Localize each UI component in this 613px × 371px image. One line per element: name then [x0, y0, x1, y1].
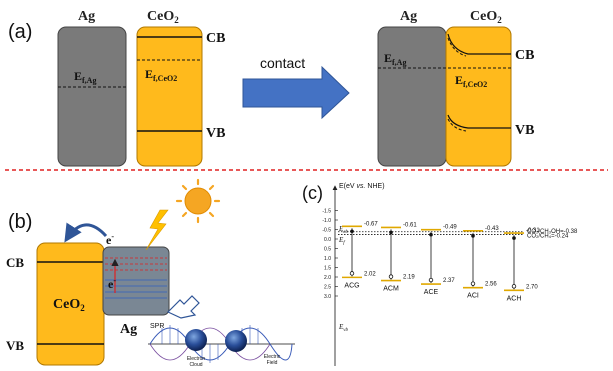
- ag-label: Ag: [78, 9, 95, 24]
- vb-value-label: 2.56: [485, 282, 497, 288]
- spr-label: SPR: [150, 323, 164, 330]
- hole-dot: [428, 277, 434, 283]
- y-tick-label: 2.0: [324, 275, 331, 281]
- lightning-icon: [145, 209, 169, 251]
- y-tick-label: 1.5: [324, 266, 331, 272]
- y-tick-label: 3.0: [324, 294, 331, 300]
- panel-a: (a) Ag Ef,Ag CeO2 Ef,CeO2 CB VB contact …: [8, 9, 534, 167]
- ag-fermi-label: Ef,Ag: [74, 69, 96, 85]
- axis-title: E(eV vs. NHE): [339, 183, 385, 190]
- hole-dot: [388, 274, 394, 279]
- cb-label-right: CB: [515, 48, 534, 63]
- electron-top: e-: [106, 232, 114, 247]
- panel-c: (c) E(eV vs. NHE) -1.5 -1.0 -0.5 0.0 0.5 1.0 1…: [302, 183, 578, 366]
- vb-label-left: VB: [206, 126, 225, 141]
- y-tick-label: -0.5: [322, 228, 331, 234]
- electron-dot: [471, 234, 475, 238]
- panel-b: (b) CB VB CeO2 Ag e- e-: [6, 178, 295, 368]
- y-tick-label: 0.5: [324, 247, 331, 253]
- ceo2-block: [136, 26, 203, 167]
- ef-label: Ef: [338, 236, 345, 246]
- hole-dot: [511, 284, 517, 289]
- y-tick-label: 2.5: [324, 285, 331, 291]
- nanoparticle-sphere: [225, 330, 247, 352]
- vb-label-b: VB: [6, 338, 24, 353]
- sample-name: ACG: [344, 282, 359, 289]
- sample-name: ACE: [424, 289, 439, 296]
- ceo2-cb-bent: [447, 33, 511, 55]
- panel-a-right-diagram: Ag CeO2 Ef,Ag Ef,CeO2 CB VB: [377, 9, 534, 167]
- redox-label: CO₂/CH₄=-0.24: [527, 233, 569, 239]
- vb-value-label: 2.70: [526, 284, 538, 290]
- cb-value-label: -0.43: [485, 226, 499, 232]
- ceo2-cb-bent-dash: [447, 37, 467, 57]
- cb-value-label: -0.67: [364, 221, 378, 227]
- vb-value-label: 2.19: [403, 275, 415, 281]
- electron-dot: [512, 236, 516, 240]
- ceo2-block-right: [445, 26, 512, 167]
- contact-label: contact: [260, 55, 305, 71]
- panel-a-label: (a): [8, 21, 32, 43]
- band-positions: -0.67 2.02 ACG -0.61 2.19 ACM -0.49 2.37 ACE -0.4…: [342, 221, 540, 302]
- y-axis-ticks: -1.5 -1.0 -0.5 0.0 0.5 1.0 1.5 2.0 2.5 3.0: [322, 209, 338, 300]
- sample-name: ACH: [507, 295, 522, 302]
- ag-label-right: Ag: [400, 9, 417, 24]
- ceo2-vb-bent-dash: [447, 118, 467, 132]
- electron-dot: [429, 232, 433, 237]
- ceo2-fermi-label-right: Ef,CeO2: [455, 73, 487, 89]
- hole-dot: [349, 271, 355, 276]
- electron-transfer-arrow: [64, 222, 108, 243]
- electron-dot: [350, 229, 354, 234]
- vb-value-label: 2.02: [364, 271, 376, 277]
- cb-value-label: -0.61: [403, 222, 417, 228]
- ag-fermi-label-right: Ef,Ag: [384, 51, 406, 67]
- y-tick-label: 1.0: [324, 256, 331, 262]
- ag-block: [57, 26, 127, 167]
- electron-dot: [389, 230, 393, 235]
- cb-value-label: -0.49: [443, 225, 457, 231]
- sample-name: ACI: [467, 293, 479, 300]
- panel-b-label: (b): [8, 211, 32, 233]
- panel-c-label: (c): [302, 183, 323, 203]
- cb-value-label: -0.31: [526, 228, 540, 234]
- ceo2-fermi-label: Ef,CeO2: [145, 67, 177, 83]
- electron-cloud-label: Electron Cloud: [187, 356, 206, 368]
- y-tick-label: 0.0: [324, 237, 331, 243]
- ecb-label: Ecb: [338, 225, 349, 235]
- spr-wave-diagram: Electron Cloud Electric Field: [148, 325, 295, 368]
- contact-arrow: contact: [242, 55, 350, 120]
- y-tick-label: -1.0: [322, 218, 331, 224]
- electric-field-label: Electric Field: [264, 354, 281, 366]
- ceo2-label-b: CeO2: [53, 297, 85, 313]
- electron-mid: e-: [108, 276, 116, 291]
- panel-a-left-diagram: Ag Ef,Ag CeO2 Ef,CeO2 CB VB: [57, 9, 225, 167]
- vb-label-right: VB: [515, 123, 534, 138]
- vb-value-label: 2.37: [443, 278, 455, 284]
- ag-block-right: [377, 26, 447, 167]
- spr-arrow-icon: [166, 295, 200, 319]
- cb-label-b: CB: [6, 255, 24, 270]
- ceo2-vb-bent: [447, 114, 511, 129]
- sun-icon: [175, 178, 221, 224]
- redox-label: CO₂/CH₃OH=-0.38: [527, 229, 578, 235]
- contact-arrow-shape: [242, 65, 350, 120]
- ceo2-label-right: CeO2: [470, 9, 502, 25]
- ceo2-label: CeO2: [147, 9, 179, 25]
- nanoparticle-sphere: [185, 329, 207, 351]
- sample-name: ACM: [383, 286, 399, 293]
- hole-dot: [470, 281, 476, 286]
- evb-label: Evb: [338, 323, 349, 333]
- cb-label-left: CB: [206, 31, 225, 46]
- ag-label-b: Ag: [120, 322, 137, 337]
- y-tick-label: -1.5: [322, 209, 331, 215]
